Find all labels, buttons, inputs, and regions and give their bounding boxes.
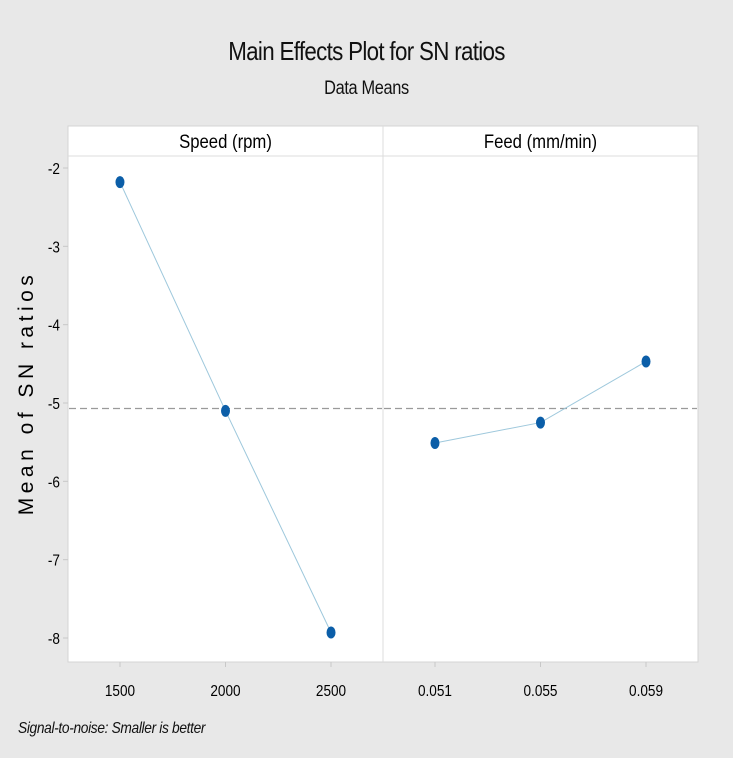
y-tick-label: -2 [48, 161, 60, 178]
data-point [326, 626, 336, 639]
chart-title: Main Effects Plot for SN ratios [228, 36, 505, 66]
panel-header-label: Feed (mm/min) [484, 131, 597, 152]
x-tick-label: 2500 [316, 683, 346, 700]
panel-header-label: Speed (rpm) [179, 131, 272, 152]
x-tick-label: 1500 [105, 683, 135, 700]
data-point [430, 436, 440, 449]
y-tick-label: -3 [48, 239, 60, 256]
y-tick-label: -6 [48, 474, 60, 491]
data-point [115, 176, 125, 189]
footnote: Signal-to-noise: Smaller is better [18, 720, 206, 737]
y-tick-label: -7 [48, 553, 60, 570]
x-tick-label: 2000 [210, 683, 240, 700]
x-tick-label: 0.059 [629, 683, 663, 700]
chart-subtitle: Data Means [324, 78, 409, 99]
data-point [536, 416, 545, 429]
y-tick-label: -5 [48, 396, 60, 413]
y-tick-label: -4 [48, 318, 60, 335]
x-tick-label: 0.051 [418, 683, 452, 700]
y-axis-label: Mean of SN ratios [15, 271, 38, 516]
x-tick-label: 0.055 [524, 683, 558, 700]
y-tick-label: -8 [48, 631, 60, 648]
data-point [221, 404, 230, 417]
data-point [641, 355, 651, 368]
